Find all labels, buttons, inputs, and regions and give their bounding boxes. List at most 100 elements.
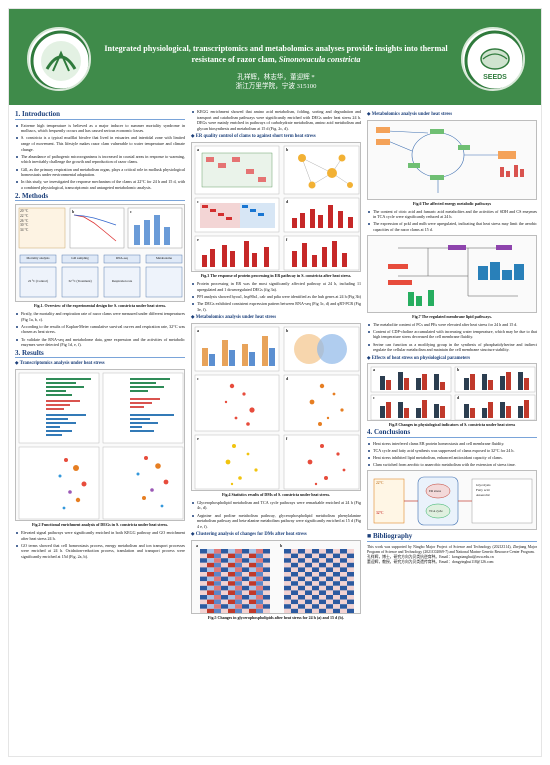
heatmap-cell (256, 590, 263, 595)
heatmap-cell (305, 581, 312, 586)
heatmap-cell (200, 576, 207, 582)
heatmap-cell (256, 562, 263, 568)
heatmap-cell (242, 576, 249, 582)
heatmap-cell (263, 567, 270, 572)
heatmap-cell (242, 581, 249, 586)
heatmap-cell (200, 604, 207, 609)
heatmap-cell (200, 594, 207, 600)
heatmap-cell (291, 548, 298, 554)
heatmap-cell (200, 608, 207, 613)
heatmap-cell (228, 558, 235, 563)
heatmap-cell (221, 553, 228, 559)
er-quality-heading: ◆ ER quality control of clams to against… (191, 134, 316, 140)
heatmap-cell (319, 585, 326, 591)
temp-label: 34 °C (20, 228, 29, 233)
heatmap-cell (221, 562, 228, 568)
list-item: Elevated signal pathways were significan… (15, 530, 185, 541)
panel-label: a (196, 542, 198, 548)
heatmap-cell (235, 548, 242, 554)
list-item: To validate the RNA-seq and metabolome d… (15, 337, 185, 348)
heatmap-cell (347, 604, 354, 609)
figure-8: a b c d (367, 363, 537, 422)
heatmap-cell (291, 608, 298, 613)
poster-title: Integrated physiological, transcriptomic… (104, 44, 448, 64)
heatmap-cell (207, 581, 214, 586)
panel-label: c (373, 395, 375, 401)
heatmap-cell (312, 548, 319, 554)
heatmap-cell (200, 590, 207, 595)
heatmap-cell (326, 553, 333, 559)
heatmap-cell (228, 548, 235, 554)
heatmap-cell (207, 562, 214, 568)
figure-7-pathway (388, 244, 524, 306)
heatmap-cell (284, 608, 291, 613)
heatmap-cell (242, 599, 249, 605)
heatmap-cell (214, 608, 221, 613)
heatmap-cell (235, 585, 242, 591)
panel-label: a (373, 367, 375, 373)
heatmap-cell (214, 590, 221, 595)
heatmap-cell (305, 548, 312, 554)
heatmap-cell (263, 548, 270, 554)
heatmap-cell (256, 576, 263, 582)
heatmap-cell (312, 567, 319, 572)
heatmap-cell (312, 585, 319, 591)
affiliation: 浙江万里学院，宁波 315100 (235, 83, 317, 90)
clustering-heading: ◆ Clustering analysis of changes for DMs… (191, 532, 307, 538)
heatmap-cell (333, 571, 340, 577)
figure-4-panels (194, 326, 360, 489)
heatmap-cell (200, 558, 207, 563)
heatmap-cell (298, 562, 305, 568)
transcriptomics-bullets: Elevated signal pathways were significan… (15, 530, 185, 560)
diagram-label: Glycolysis (476, 483, 491, 488)
heatmap-cell (228, 608, 235, 613)
panel-label: e (197, 236, 199, 242)
heatmap-cell (256, 581, 263, 586)
figure-5-heatmap (200, 548, 354, 613)
heatmap-cell (263, 576, 270, 582)
heatmap-cell (207, 571, 214, 577)
heatmap-cell (305, 571, 312, 577)
heatmap-cell (207, 553, 214, 559)
heatmap-cell (200, 585, 207, 591)
heatmap-cell (291, 594, 298, 600)
heatmap-cell (214, 585, 221, 591)
heatmap-cell (200, 553, 207, 559)
heatmap-cell (256, 558, 263, 563)
heatmap-cell (228, 594, 235, 600)
panel-label: a (197, 146, 199, 152)
heatmap-cell (312, 608, 319, 613)
heatmap-cell (228, 553, 235, 559)
heatmap-cell (221, 576, 228, 582)
heatmap-cell (221, 585, 228, 591)
seeds-logo: SEEDS (461, 27, 525, 91)
university-logo-icon (30, 30, 89, 89)
heatmap-cell (207, 594, 214, 600)
heatmap-cell (214, 548, 221, 554)
university-logo (27, 27, 91, 91)
bibliography-heading: ■ Bibliography (367, 533, 537, 542)
heatmap-cell (242, 548, 249, 554)
heatmap-cell (249, 576, 256, 582)
heatmap-cell (200, 562, 207, 568)
list-item: Glycerophospholipid metabolism and TCA c… (191, 500, 361, 511)
heatmap-cell (249, 599, 256, 605)
list-item: GO terms showed that cell homeostasis pr… (15, 543, 185, 560)
heatmap-cell (256, 553, 263, 559)
authors-block: 孔祥辉，林志华，董迎辉 * 浙江万里学院，宁波 315100 (9, 73, 541, 91)
figure-2 (15, 369, 185, 522)
heatmap-cell (319, 562, 326, 568)
heatmap-cell (312, 581, 319, 586)
heatmap-cell (256, 585, 263, 591)
heatmap-cell (249, 553, 256, 559)
heatmap-cell (284, 581, 291, 586)
heatmap-cell (207, 567, 214, 572)
heatmap-cell (305, 590, 312, 595)
heatmap-cell (242, 567, 249, 572)
heatmap-cell (249, 585, 256, 591)
heatmap-cell (340, 585, 347, 591)
heatmap-cell (249, 562, 256, 568)
heatmap-cell (207, 585, 214, 591)
heatmap-cell (256, 599, 263, 605)
panel-label: b (286, 327, 289, 333)
